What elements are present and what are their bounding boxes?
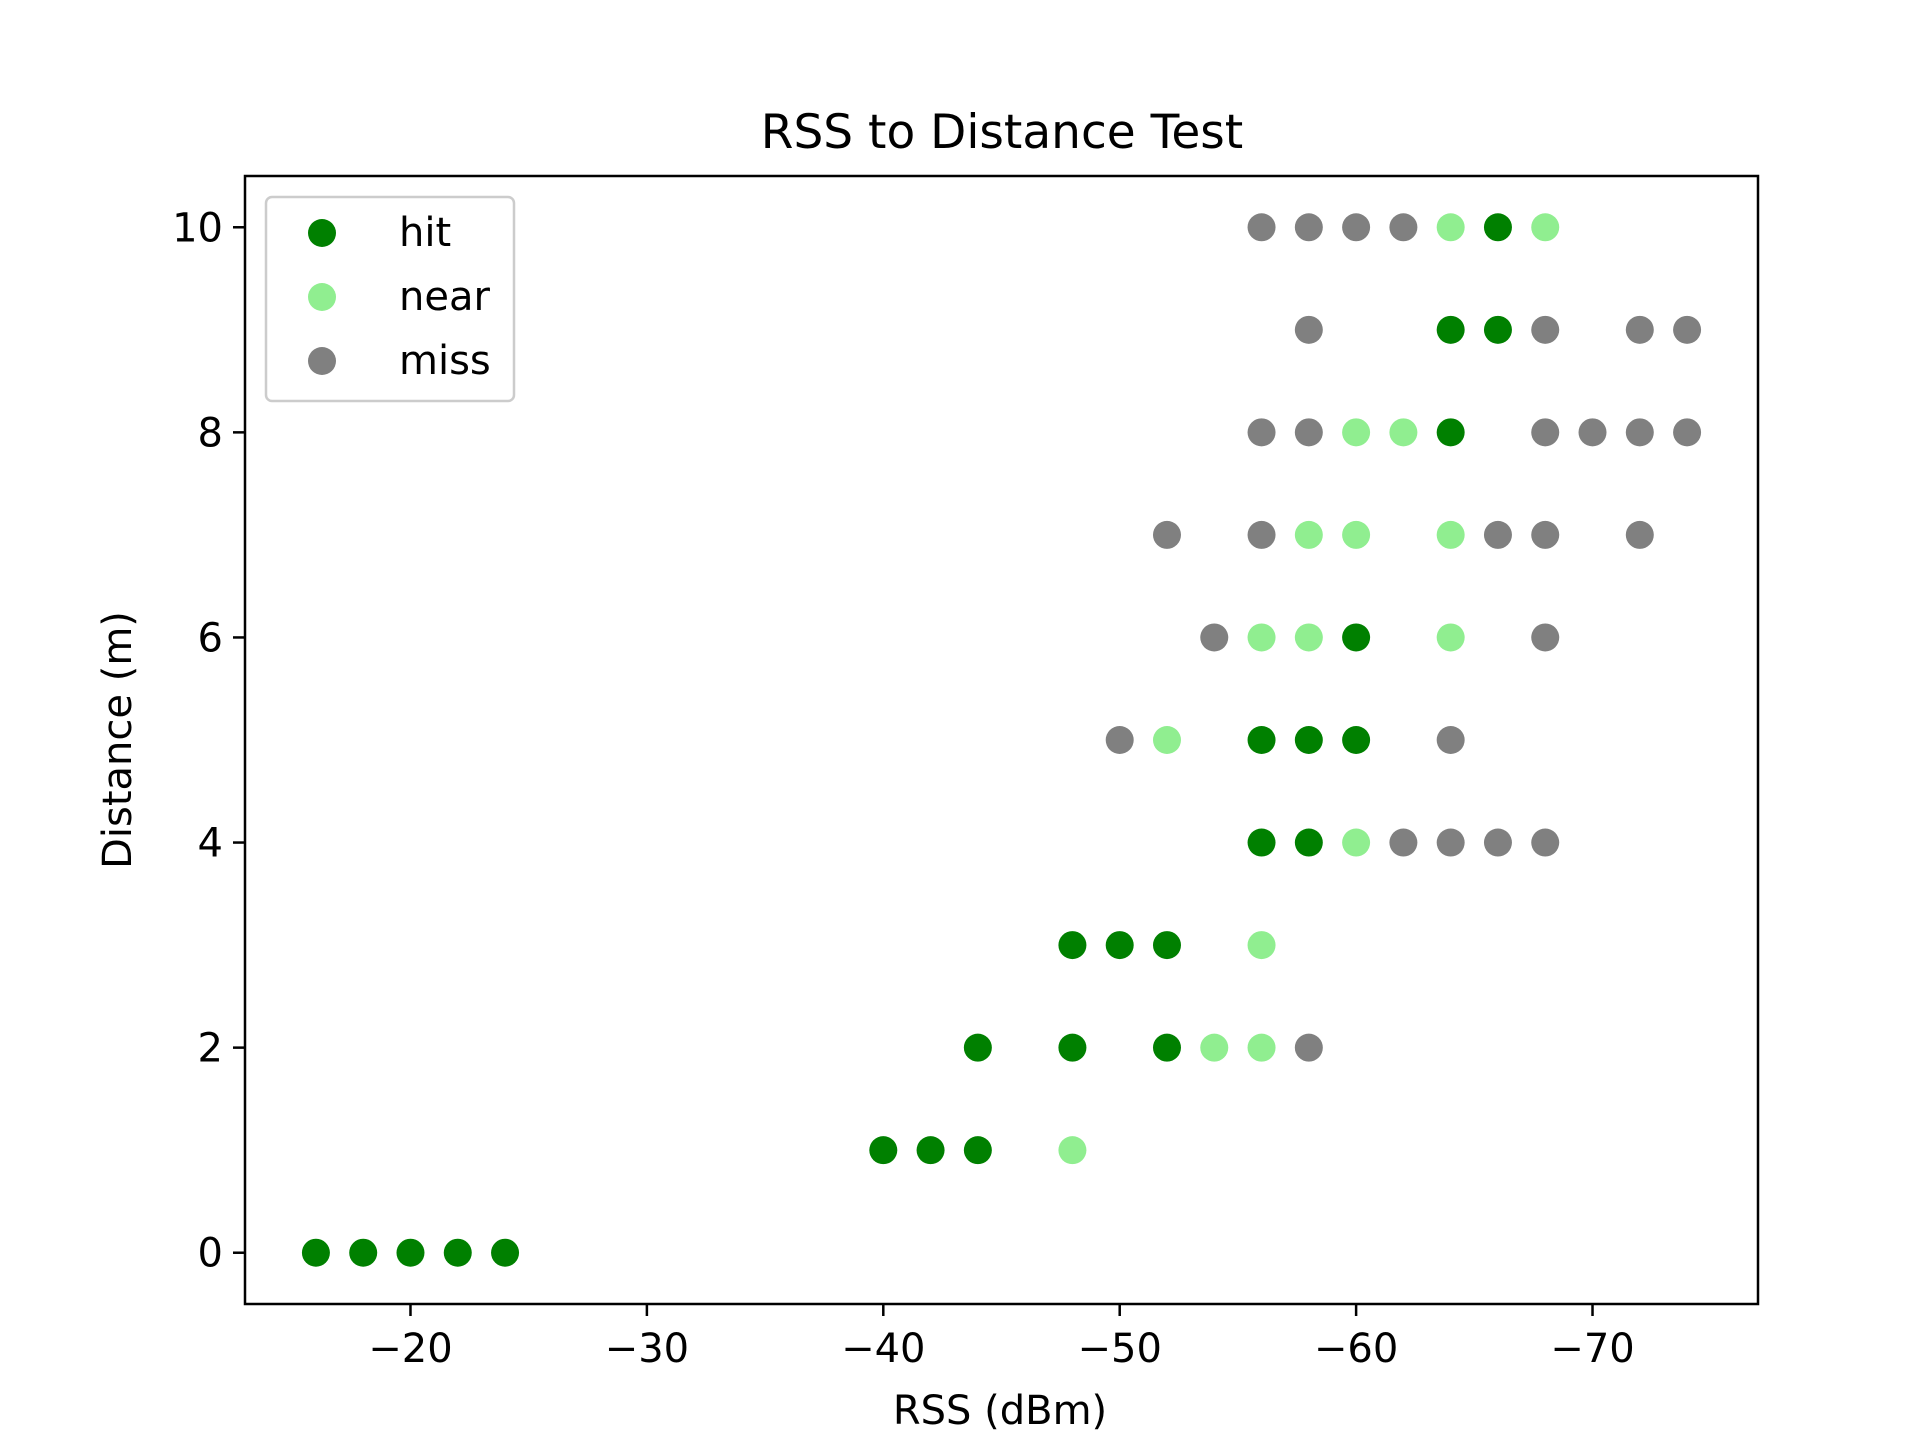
y-tick-label: 10: [172, 205, 223, 251]
y-tick-label: 4: [198, 821, 223, 867]
miss-point: [1531, 315, 1560, 344]
miss-point: [1436, 726, 1465, 754]
hit-point: [1436, 315, 1465, 344]
near-point: [1152, 726, 1181, 754]
near-point: [1200, 1033, 1229, 1062]
hit-point: [1483, 213, 1512, 242]
x-tick-label: −60: [1314, 1326, 1398, 1372]
near-point: [1247, 931, 1276, 960]
miss-point: [1625, 520, 1654, 549]
y-axis: 0 2 4 6 8 10: [172, 205, 245, 1277]
legend-label-near: near: [399, 274, 490, 320]
near-point: [1389, 418, 1418, 447]
hit-point: [1247, 726, 1276, 754]
hit-point: [916, 1136, 945, 1165]
hit-point: [1058, 931, 1087, 960]
hit-point: [1294, 726, 1323, 754]
legend: hit near miss: [264, 195, 516, 403]
miss-point: [1294, 213, 1323, 242]
miss-point: [1531, 520, 1560, 549]
near-point: [1342, 418, 1371, 447]
miss-point: [1483, 828, 1512, 857]
miss-point: [1625, 315, 1654, 344]
miss-point: [1247, 520, 1276, 549]
miss-point: [1294, 1033, 1323, 1062]
miss-point: [1531, 623, 1560, 652]
y-axis-title: Distance (m): [95, 611, 141, 869]
miss-point: [1673, 418, 1702, 447]
legend-marker-near: [308, 283, 336, 311]
series-hit: [301, 213, 1512, 1267]
hit-point: [1294, 828, 1323, 857]
hit-point: [396, 1238, 425, 1267]
x-tick-label: −30: [605, 1326, 689, 1372]
miss-point: [1342, 213, 1371, 242]
hit-point: [1483, 315, 1512, 344]
legend-marker-hit: [308, 219, 336, 247]
miss-point: [1294, 418, 1323, 447]
x-tick-label: −20: [368, 1326, 452, 1372]
miss-point: [1247, 418, 1276, 447]
near-point: [1247, 623, 1276, 652]
miss-point: [1200, 623, 1229, 652]
miss-point: [1673, 315, 1702, 344]
near-point: [1058, 1136, 1087, 1165]
hit-point: [1058, 1033, 1087, 1062]
near-point: [1531, 213, 1560, 242]
y-tick-label: 0: [198, 1231, 223, 1277]
hit-point: [491, 1238, 520, 1267]
near-point: [1436, 623, 1465, 652]
y-tick-label: 8: [198, 410, 223, 456]
miss-point: [1625, 418, 1654, 447]
y-tick-label: 2: [198, 1026, 223, 1072]
legend-label-miss: miss: [399, 338, 491, 384]
miss-point: [1436, 828, 1465, 857]
hit-point: [349, 1238, 378, 1267]
hit-point: [963, 1033, 992, 1062]
miss-point: [1531, 828, 1560, 857]
hit-point: [1247, 828, 1276, 857]
data-points: [301, 213, 1702, 1267]
near-point: [1294, 520, 1323, 549]
legend-label-hit: hit: [399, 210, 451, 256]
y-tick-label: 6: [198, 615, 223, 661]
miss-point: [1105, 726, 1134, 754]
hit-point: [1152, 931, 1181, 960]
miss-point: [1247, 213, 1276, 242]
hit-point: [1342, 726, 1371, 754]
x-axis: −20 −30 −40 −50 −60 −70: [368, 1304, 1635, 1372]
near-point: [1436, 520, 1465, 549]
miss-point: [1152, 520, 1181, 549]
hit-point: [301, 1238, 330, 1267]
miss-point: [1483, 520, 1512, 549]
hit-point: [1436, 418, 1465, 447]
hit-point: [963, 1136, 992, 1165]
hit-point: [1105, 931, 1134, 960]
chart-title: RSS to Distance Test: [761, 105, 1243, 160]
near-point: [1436, 213, 1465, 242]
hit-point: [869, 1136, 898, 1165]
miss-point: [1389, 213, 1418, 242]
legend-marker-miss: [308, 347, 336, 375]
hit-point: [1342, 623, 1371, 652]
hit-point: [1152, 1033, 1181, 1062]
miss-point: [1578, 418, 1607, 447]
hit-point: [443, 1238, 472, 1267]
near-point: [1342, 520, 1371, 549]
series-near: [1058, 213, 1560, 1165]
series-miss: [1105, 213, 1702, 1062]
x-axis-title: RSS (dBm): [893, 1388, 1107, 1434]
near-point: [1294, 623, 1323, 652]
plot-frame: [243, 174, 1760, 1306]
x-tick-label: −50: [1077, 1326, 1161, 1372]
near-point: [1247, 1033, 1276, 1062]
miss-point: [1389, 828, 1418, 857]
near-point: [1342, 828, 1371, 857]
miss-point: [1294, 315, 1323, 344]
x-tick-label: −40: [841, 1326, 925, 1372]
miss-point: [1531, 418, 1560, 447]
x-tick-label: −70: [1550, 1326, 1634, 1372]
